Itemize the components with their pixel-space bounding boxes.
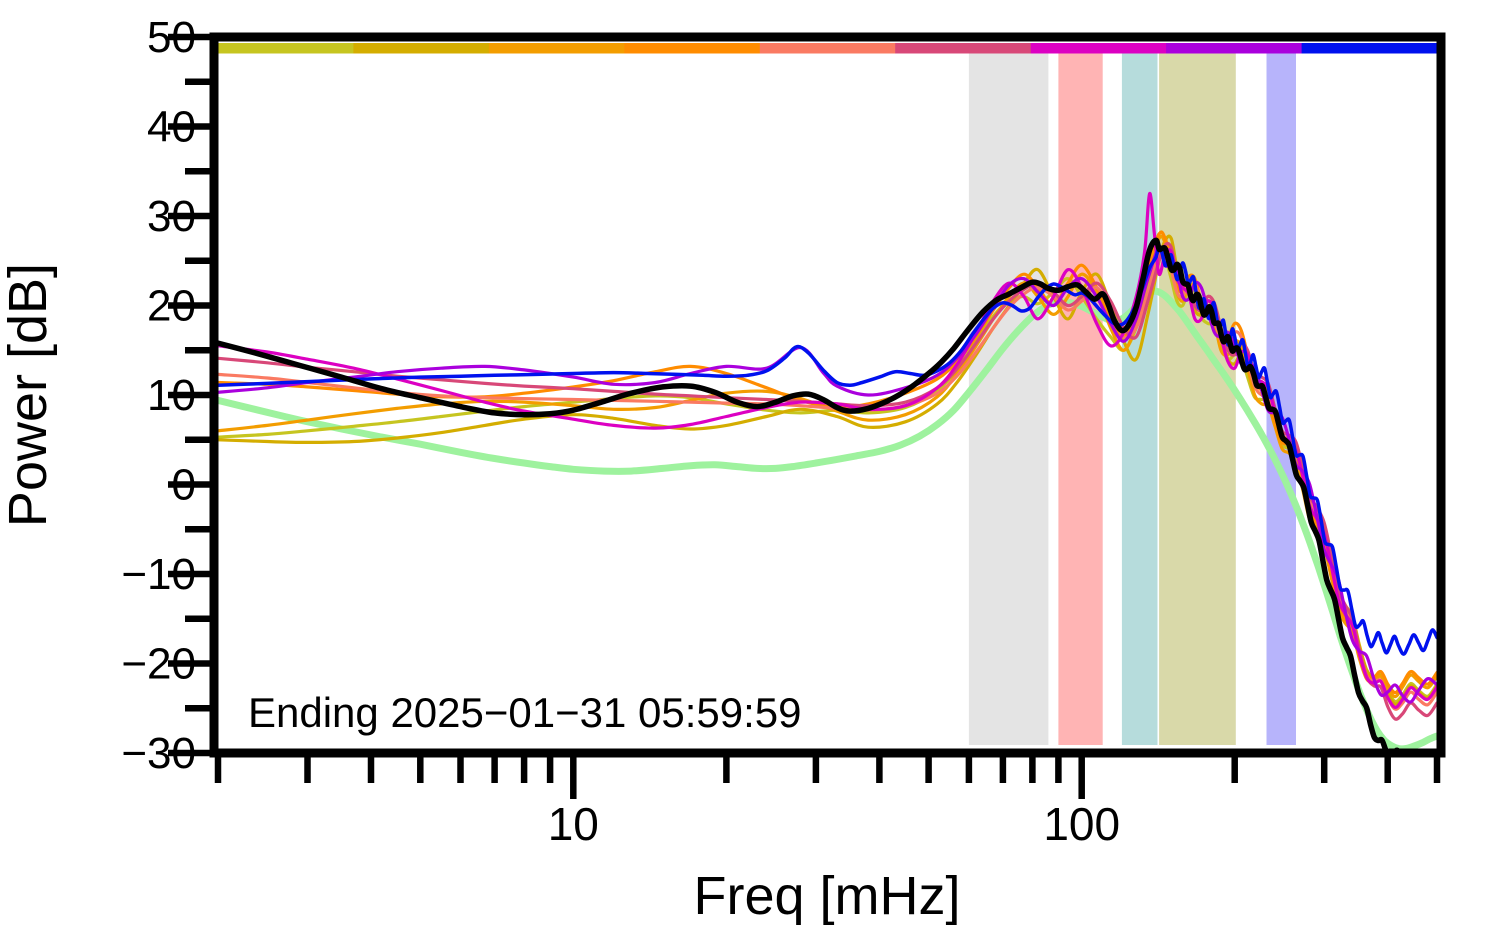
x-tick-label-10: 10 [548,798,599,850]
x-tick-label-100: 100 [1043,798,1120,850]
series-day-8 [218,245,1437,704]
age-strip-segment-9 [1301,43,1438,54]
series-day-5 [218,246,1437,711]
series-day-7 [218,191,1437,709]
x-axis-title: Freq [mHz] [693,866,960,926]
ending-annotation: Ending 2025−01−31 05:59:59 [248,689,802,736]
series-current-bold [218,237,1420,753]
age-strip-segment-3 [488,43,625,54]
axis-ticks [168,33,1441,799]
y-tick-label--20: −20 [121,640,196,689]
series-day-6 [218,241,1437,721]
age-strip-segment-4 [624,43,761,54]
y-tick-label-20: 20 [147,282,196,331]
plot-frame [209,32,1446,758]
series-day-3 [218,234,1437,699]
y-tick-label-10: 10 [147,371,196,420]
series-reference-smooth [218,287,1437,753]
spectra-curves [218,191,1437,753]
age-strip-segment-6 [895,43,1032,54]
age-strip-segment-1 [218,43,354,54]
y-tick-label-0: 0 [172,461,196,510]
y-tick-label-40: 40 [147,103,196,152]
band-3 [1121,53,1158,745]
frequency-bands [968,53,1296,745]
band-4 [1159,53,1236,745]
age-strip-segment-2 [353,43,490,54]
series-day-2 [218,234,1437,706]
band-2 [1058,53,1103,745]
y-tick-label-30: 30 [147,192,196,241]
series-day-1 [218,252,1437,704]
age-color-strip [218,43,1438,54]
y-axis-title: Power [dB] [0,263,58,527]
age-strip-segment-8 [1166,43,1303,54]
band-1 [968,53,1049,745]
y-tick-label--30: −30 [121,729,196,778]
series-day-9 [218,244,1437,656]
y-tick-label--10: −10 [121,550,196,599]
age-strip-segment-5 [759,43,896,54]
age-strip-segment-7 [1030,43,1167,54]
y-tick-label-50: 50 [147,13,196,62]
